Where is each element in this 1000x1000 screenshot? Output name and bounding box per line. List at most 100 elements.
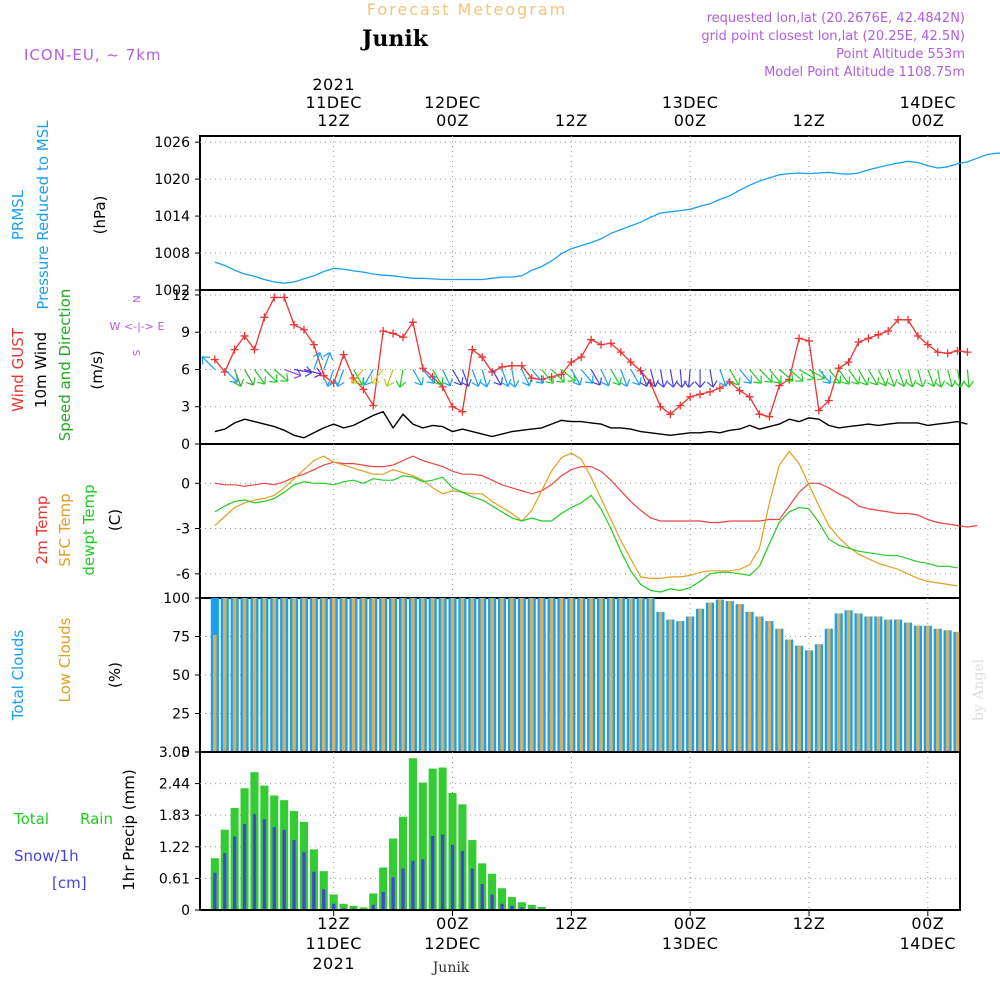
gust-marker [250, 345, 259, 354]
wind-barb [718, 369, 730, 387]
wind-barb-arrow [648, 369, 660, 388]
gust-marker [884, 326, 893, 335]
wind-barb [395, 369, 407, 388]
wind-barb [442, 369, 453, 387]
y-tick-label: -6 [176, 567, 190, 583]
wind-barb-arrow [887, 369, 898, 387]
temperature-panel: -6 -3 0 [176, 443, 978, 599]
snow-bar [233, 836, 237, 910]
gust-marker [606, 339, 615, 348]
wind-barb-arrow [798, 368, 816, 381]
gust-marker [696, 390, 705, 399]
low-cloud-bar [460, 598, 465, 752]
wind-barb-arrow [312, 352, 324, 370]
gust-marker [795, 334, 804, 343]
ms-unit: (m/s) [88, 350, 106, 389]
low-cloud-bar [262, 598, 267, 752]
wind-barb-arrow [451, 369, 464, 386]
rain-bar [488, 873, 497, 910]
low-cloud-bar [401, 598, 405, 752]
time-label-top: 00Z [436, 111, 469, 130]
rain-bar [497, 888, 507, 910]
wind-barb-arrow [253, 369, 267, 385]
low-cloud-bar [698, 608, 702, 752]
time-label-bottom: 13DEC [662, 934, 718, 953]
wind-barb [412, 369, 424, 386]
y-tick-label: 0 [181, 903, 190, 919]
prmsl-label: PRMSL [9, 189, 27, 240]
wind-barb-arrow [818, 369, 832, 384]
rain-bar [369, 893, 378, 910]
gust-marker [478, 353, 487, 362]
wind-barb [639, 369, 651, 387]
y-tick-label: 25 [172, 707, 190, 723]
low-cloud-bar [619, 598, 623, 752]
low-cloud-bar [945, 630, 950, 752]
wind-barb-arrow [610, 369, 622, 386]
wind-barb [422, 369, 435, 384]
snow-bar [411, 860, 415, 910]
wind-barb-arrow [718, 369, 730, 387]
cloud-labels: Total Clouds Low Clouds (%) [9, 617, 124, 721]
low-cloud-bar [955, 631, 960, 752]
requested-coords: requested lon,lat (20.2676E, 42.4842N) [707, 11, 965, 26]
time-label-top: 12DEC [424, 93, 480, 112]
wind-barb [570, 369, 583, 386]
wind-barb [905, 369, 917, 388]
low-cloud-bar [599, 598, 603, 752]
wind-barb [263, 369, 278, 383]
snow-bar [381, 891, 385, 910]
low-cloud-bar [341, 598, 346, 752]
gust-marker [933, 348, 942, 357]
low-cloud-bar [282, 598, 286, 752]
wind-barb-arrow [491, 369, 504, 386]
temp-labels: 2m Temp SFC Temp dewpt Temp (C) [33, 484, 124, 575]
gust-marker [666, 410, 675, 419]
wind-barb [683, 369, 695, 388]
wind-barb [324, 369, 335, 387]
wind-barb [322, 352, 334, 370]
location-title: Junik [360, 26, 429, 52]
wind-barb-arrow [828, 369, 841, 384]
rain-bar [339, 903, 348, 910]
wind-barb-arrow [694, 369, 706, 388]
dewpt-label: dewpt Temp [80, 484, 98, 575]
low-cloud-bar [688, 616, 692, 752]
gust-marker [309, 340, 318, 349]
wind-barb-arrow [808, 368, 826, 381]
low-cloud-bar [371, 598, 376, 752]
gust-marker [765, 412, 774, 421]
low-cloud-bar [411, 598, 415, 752]
gust-marker [448, 402, 457, 411]
low-cloud-bar [470, 598, 475, 752]
rain-bar [379, 867, 388, 910]
time-label-top: 12Z [555, 111, 588, 130]
low-cloud-bar [727, 601, 732, 752]
panel-frame [199, 135, 961, 291]
gust-marker [577, 353, 586, 362]
gust-marker [260, 313, 269, 322]
snow-label: Snow/1h [14, 847, 79, 865]
wind-barb-arrow [857, 369, 870, 386]
wind-barb [619, 369, 631, 387]
snow-bar [252, 814, 257, 910]
wind-barb [201, 356, 216, 370]
snow-bar [520, 907, 524, 910]
low-cloud-bar [767, 621, 772, 752]
y-tick-label: 0.61 [159, 871, 190, 887]
low-cloud-bar [757, 616, 762, 752]
time-label-bottom: 11DEC [305, 934, 361, 953]
low-cloud-bar [520, 598, 524, 752]
wind-barb [362, 369, 374, 386]
snow-bar [460, 850, 465, 910]
time-label-bottom: 00Z [674, 914, 707, 933]
gust-marker [953, 346, 962, 355]
low-cloud-bar [827, 628, 831, 752]
wind-barb-arrow [590, 369, 603, 386]
wind-barb [508, 369, 520, 388]
y-tick-label: 1020 [154, 172, 190, 188]
sfc-temp-line [214, 450, 958, 587]
compass-we: W <-|-> E [110, 320, 165, 333]
wind-barb-arrow [759, 369, 773, 383]
wind-barb [739, 369, 752, 384]
